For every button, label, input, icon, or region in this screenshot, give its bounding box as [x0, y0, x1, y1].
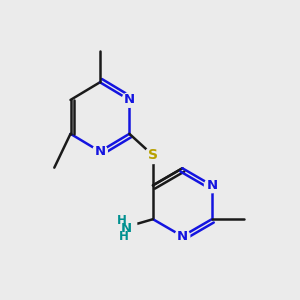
- Text: N: N: [121, 221, 132, 235]
- Circle shape: [175, 229, 190, 244]
- Text: N: N: [124, 93, 135, 106]
- Text: N: N: [94, 145, 106, 158]
- Text: N: N: [206, 179, 218, 192]
- Text: H: H: [117, 214, 127, 227]
- Text: N: N: [177, 230, 188, 243]
- Circle shape: [145, 147, 161, 164]
- Circle shape: [205, 178, 219, 193]
- Text: H: H: [118, 230, 128, 243]
- Circle shape: [93, 144, 107, 159]
- Circle shape: [113, 213, 137, 237]
- Circle shape: [122, 93, 137, 107]
- Text: S: S: [148, 148, 158, 162]
